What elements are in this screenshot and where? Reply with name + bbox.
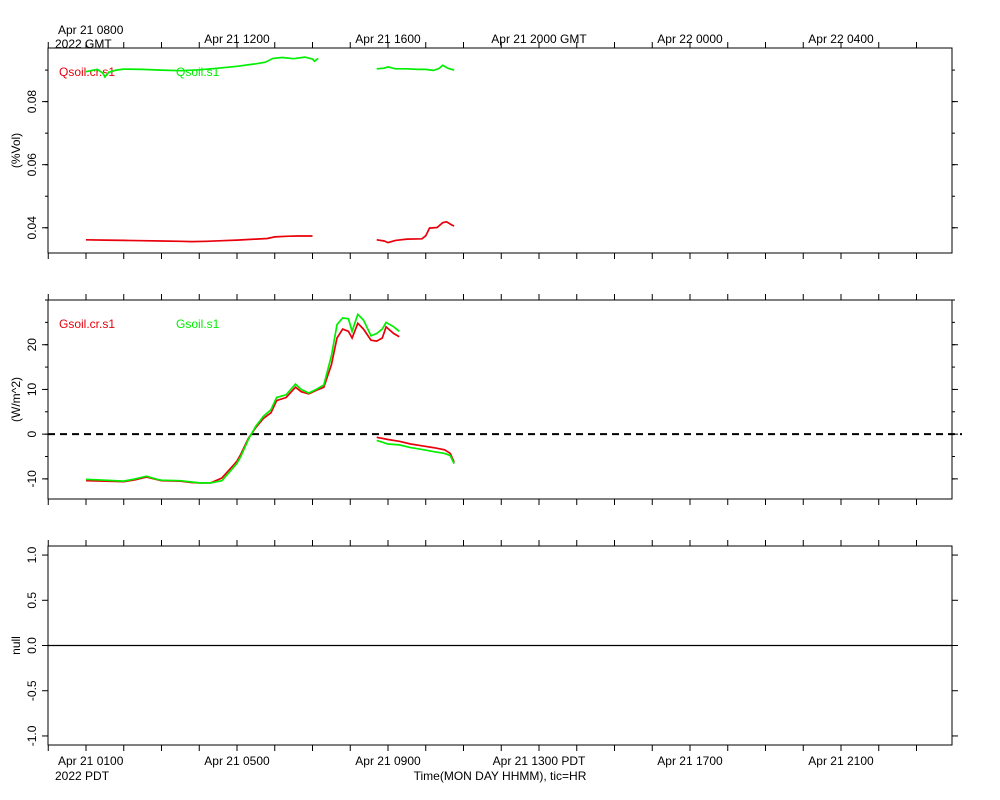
panel-frame-2 — [47, 299, 953, 500]
y-tick-label: 0.0 — [25, 637, 39, 654]
bottom-axis-label: Apr 21 0900 — [355, 754, 421, 768]
y-tick-label: -0.5 — [25, 680, 39, 701]
bottom-axis-label: Apr 21 1300 PDT — [493, 754, 586, 768]
top-axis-label: Apr 21 1600 — [355, 32, 421, 46]
y-tick-label: 1.0 — [25, 546, 39, 563]
series-line-Gsoil.cr.s1 — [85, 321, 400, 484]
panel-frame-1 — [47, 47, 953, 254]
top-axis-label: Apr 21 1200 — [204, 32, 270, 46]
y-axis-label: null — [9, 636, 23, 655]
bottom-axis-first-label: Apr 21 0100 — [58, 754, 124, 768]
top-axis-label: Apr 21 2000 GMT — [491, 32, 587, 46]
y-tick-label: 0.06 — [25, 153, 39, 177]
y-tick-label: 10 — [25, 382, 39, 396]
y-tick-label: -1.0 — [25, 725, 39, 746]
top-axis-label: Apr 22 0000 — [657, 32, 723, 46]
series-line-Gsoil.s1 — [85, 312, 400, 484]
series-line-Gsoil.cr.s1-segment-2 — [376, 436, 455, 463]
top-axis-first-label-year: 2022 GMT — [55, 37, 112, 51]
series-line-Qsoil.cr.s1 — [85, 235, 313, 243]
series-line-Gsoil.s1-segment-2 — [376, 439, 455, 465]
y-tick-label: 20 — [25, 338, 39, 352]
y-tick-label: 0 — [25, 431, 39, 438]
bottom-axis-label: Apr 21 1700 — [657, 754, 723, 768]
legend-Gsoil.s1: Gsoil.s1 — [176, 317, 220, 331]
bottom-axis-label: Apr 21 2100 — [808, 754, 874, 768]
x-axis-title: Time(MON DAY HHMM), tic=HR — [414, 769, 587, 783]
series-line-Qsoil.s1 — [85, 56, 319, 79]
bottom-axis-label: Apr 21 0500 — [204, 754, 270, 768]
y-tick-label: -10 — [25, 470, 39, 488]
top-axis-label: Apr 22 0400 — [808, 32, 874, 46]
y-tick-label: 0.5 — [25, 592, 39, 609]
legend-Qsoil.s1: Qsoil.s1 — [176, 65, 220, 79]
y-tick-label: 0.08 — [25, 90, 39, 114]
legend-Gsoil.cr.s1: Gsoil.cr.s1 — [59, 317, 115, 331]
y-axis-label: (%Vol) — [9, 133, 23, 168]
y-axis-label: (W/m^2) — [9, 377, 23, 422]
series-line-Qsoil.s1-segment-2 — [376, 64, 455, 72]
series-line-Qsoil.cr.s1-segment-2 — [376, 220, 455, 244]
y-tick-label: 0.04 — [25, 216, 39, 240]
bottom-axis-first-label-year: 2022 PDT — [55, 769, 110, 783]
top-axis-first-label: Apr 21 0800 — [58, 23, 124, 37]
